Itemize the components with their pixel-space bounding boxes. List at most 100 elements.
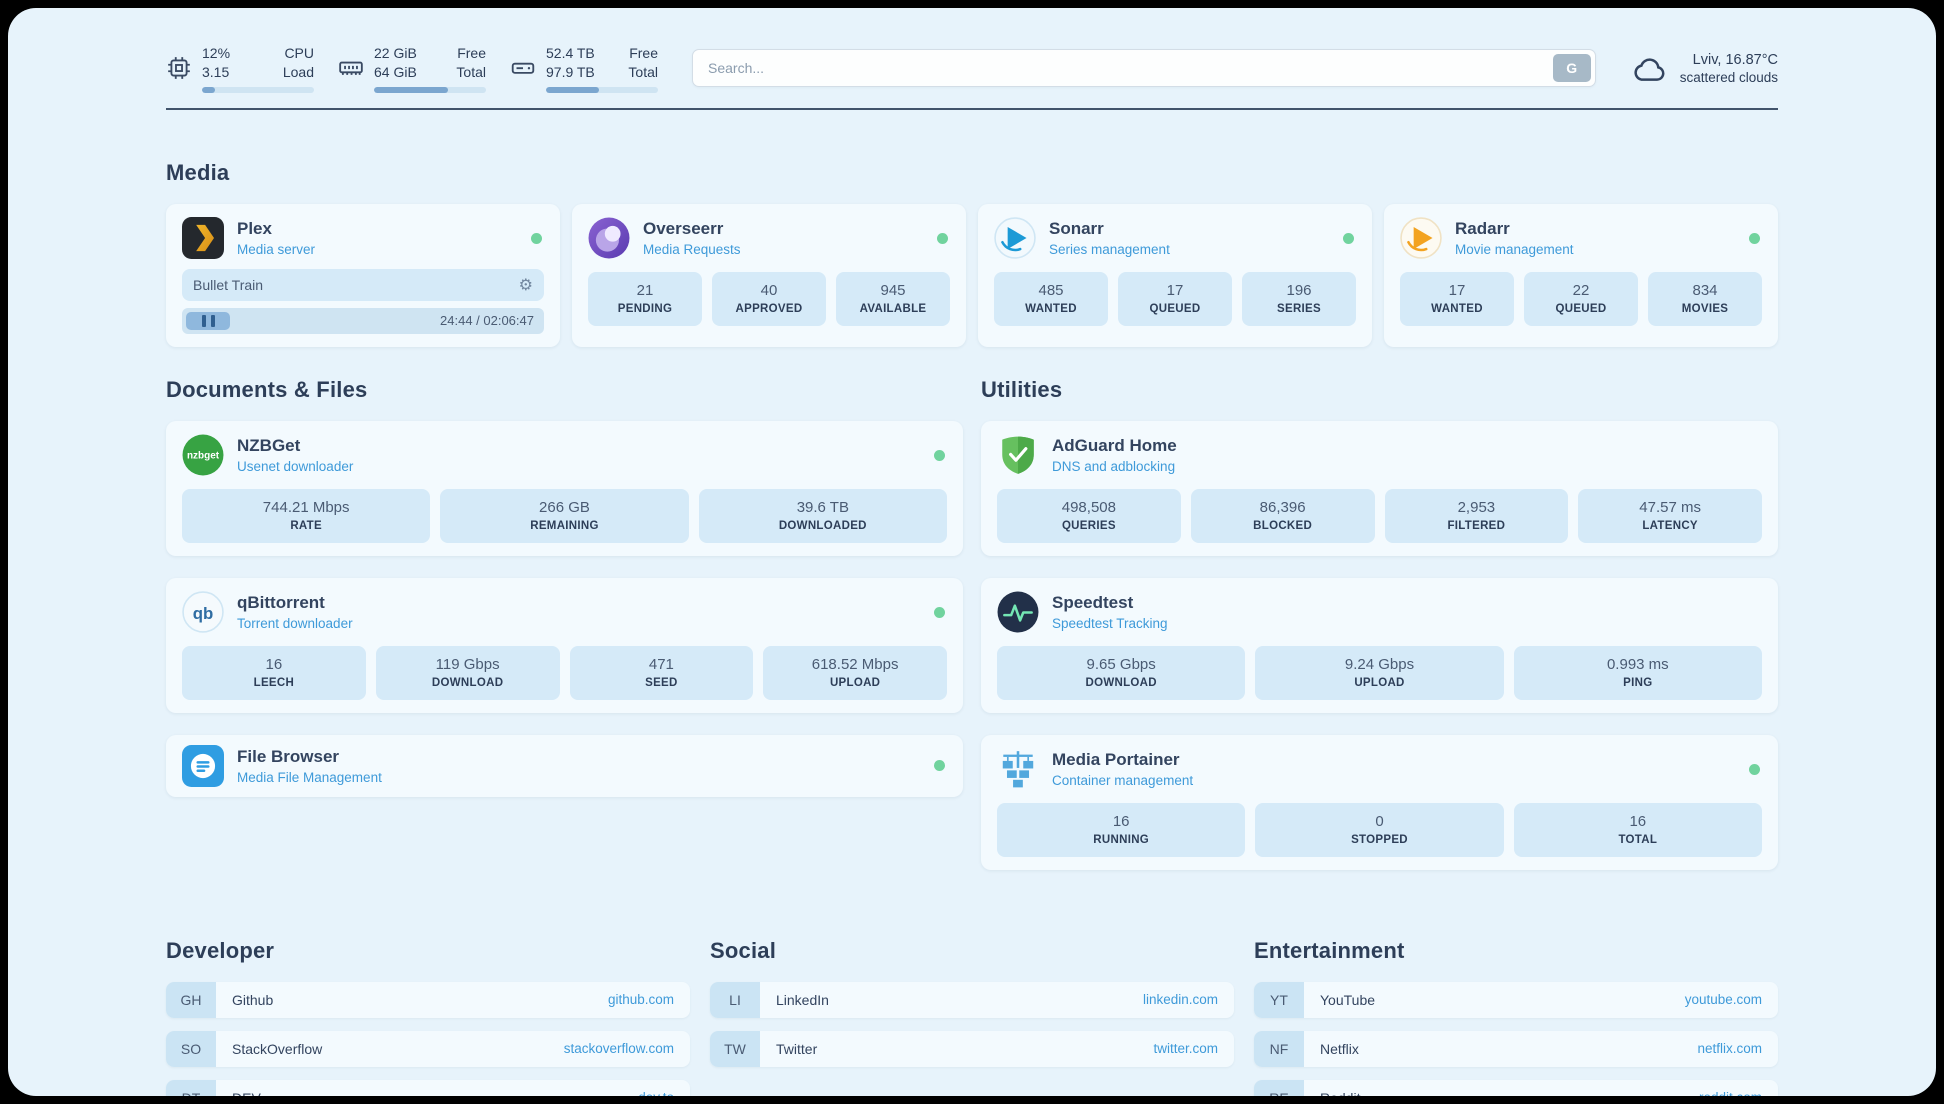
app-card-nzbget[interactable]: nzbget NZBGet Usenet downloader 744.21 M… xyxy=(166,420,963,556)
app-card-radarr[interactable]: Radarr Movie management 17 WANTED 22 QUE… xyxy=(1384,203,1778,347)
app-card-overseerr[interactable]: Overseerr Media Requests 21 PENDING 40 A… xyxy=(572,203,966,347)
bookmark-abbr: LI xyxy=(710,981,760,1018)
app-meta: Media Portainer Container management xyxy=(1052,750,1193,788)
memory-progress-fill xyxy=(374,86,448,93)
bookmark-url[interactable]: netflix.com xyxy=(1697,1041,1762,1057)
bookmark-reddit[interactable]: RE Reddit reddit.com xyxy=(1254,1079,1778,1096)
bookmark-name: Reddit xyxy=(1320,1090,1360,1096)
memory-free: 22 GiB xyxy=(374,45,417,61)
bookmark-group-developer: Developer GH Github github.com SO StackO… xyxy=(166,938,690,1096)
bookmark-name: Netflix xyxy=(1320,1040,1359,1057)
top-bar: 12% 3.15 CPU Load xyxy=(166,44,1778,93)
bookmark-name: DEV xyxy=(232,1090,261,1096)
app-subtitle: DNS and adblocking xyxy=(1052,458,1176,474)
cpu-progress-bar xyxy=(202,86,314,93)
app-subtitle: Torrent downloader xyxy=(237,615,353,631)
app-card-portainer[interactable]: Media Portainer Container management 16 … xyxy=(981,734,1778,870)
weather-location: Lviv, 16.87°C xyxy=(1692,51,1778,68)
status-online-dot xyxy=(1749,232,1760,244)
bookmark-netflix[interactable]: NF Netflix netflix.com xyxy=(1254,1030,1778,1067)
bookmark-url[interactable]: github.com xyxy=(607,992,674,1008)
overseerr-icon xyxy=(588,217,630,259)
stat-box: 39.6 TB DOWNLOADED xyxy=(698,488,947,543)
disk-free: 52.4 TB xyxy=(546,45,595,61)
bookmark-linkedin[interactable]: LI LinkedIn linkedin.com xyxy=(710,981,1234,1018)
memory-icon xyxy=(339,62,363,76)
section-title-utilities: Utilities xyxy=(981,376,1063,402)
bookmark-abbr: YT xyxy=(1254,981,1304,1018)
app-name: Plex xyxy=(237,218,272,238)
status-online-dot xyxy=(531,232,542,244)
bookmark-url[interactable]: linkedin.com xyxy=(1142,992,1218,1008)
disk-labels: Free Total xyxy=(628,44,658,82)
stat-box: 47.57 ms LATENCY xyxy=(1578,488,1762,543)
stat-box: 266 GB REMAINING xyxy=(440,488,689,543)
app-card-plex[interactable]: Plex Media server Bullet Train ⚙ 24:44 /… xyxy=(166,203,560,347)
bookmark-group-entertainment: Entertainment YT YouTube youtube.com NF … xyxy=(1254,938,1778,1096)
app-subtitle: Movie management xyxy=(1455,241,1574,257)
app-subtitle: Series management xyxy=(1049,241,1170,257)
stat-box: 16 LEECH xyxy=(182,645,366,700)
search-input[interactable] xyxy=(692,49,1596,88)
gear-icon[interactable]: ⚙ xyxy=(518,274,533,294)
bookmark-abbr: DT xyxy=(166,1079,216,1096)
app-meta: AdGuard Home DNS and adblocking xyxy=(1052,436,1177,474)
disk-label: Free xyxy=(629,45,658,61)
bookmark-twitter[interactable]: TW Twitter twitter.com xyxy=(710,1030,1234,1067)
stat-box: 16 RUNNING xyxy=(997,802,1246,857)
app-card-qbittorrent[interactable]: qb qBittorrent Torrent downloader 16 LEE… xyxy=(166,577,963,713)
stat-box: 9.65 Gbps DOWNLOAD xyxy=(997,645,1246,700)
search-bar: G xyxy=(692,49,1596,88)
app-meta: Overseerr Media Requests xyxy=(643,219,741,257)
app-name: AdGuard Home xyxy=(1052,435,1177,455)
app-name: Radarr xyxy=(1455,218,1510,238)
now-playing-title: Bullet Train xyxy=(193,276,264,293)
stat-box: 21 PENDING xyxy=(588,271,702,326)
cpu-load: 3.15 xyxy=(202,63,230,80)
app-subtitle: Usenet downloader xyxy=(237,458,354,474)
playback-time: 24:44 / 02:06:47 xyxy=(440,313,534,329)
stat-box: 9.24 Gbps UPLOAD xyxy=(1255,645,1504,700)
pause-button[interactable] xyxy=(186,311,230,330)
app-card-sonarr[interactable]: Sonarr Series management 485 WANTED 17 Q… xyxy=(978,203,1372,347)
memory-values: 22 GiB 64 GiB xyxy=(374,44,417,82)
bookmark-stackoverflow[interactable]: SO StackOverflow stackoverflow.com xyxy=(166,1030,690,1067)
disk-progress-bar xyxy=(546,86,658,93)
app-card-filebrowser[interactable]: File Browser Media File Management xyxy=(166,734,963,797)
bookmark-abbr: RE xyxy=(1254,1079,1304,1096)
disk-icon xyxy=(511,63,535,75)
bookmark-abbr: NF xyxy=(1254,1030,1304,1067)
bookmark-url[interactable]: youtube.com xyxy=(1684,992,1762,1008)
bookmark-abbr: TW xyxy=(710,1030,760,1067)
status-online-dot xyxy=(934,760,945,772)
app-meta: Plex Media server xyxy=(237,219,315,257)
bookmark-youtube[interactable]: YT YouTube youtube.com xyxy=(1254,981,1778,1018)
status-online-dot xyxy=(934,606,945,618)
weather-text: Lviv, 16.87°C scattered clouds xyxy=(1680,52,1778,85)
section-title-developer: Developer xyxy=(166,937,275,963)
adguard-icon xyxy=(1002,436,1034,474)
bookmark-dev[interactable]: DT DEV dev.to xyxy=(166,1079,690,1096)
section-title-media: Media xyxy=(166,159,230,185)
stat-box: 196 SERIES xyxy=(1242,271,1356,326)
app-card-adguard[interactable]: AdGuard Home DNS and adblocking 498,508 … xyxy=(981,420,1778,556)
disk-sublabel: Total xyxy=(628,63,658,80)
app-name: qBittorrent xyxy=(237,592,325,612)
search-provider-button[interactable]: G xyxy=(1552,54,1591,83)
stat-box: 485 WANTED xyxy=(994,271,1108,326)
cpu-usage: 12% xyxy=(202,45,231,61)
bookmark-github[interactable]: GH Github github.com xyxy=(166,981,690,1018)
bookmark-url[interactable]: dev.to xyxy=(638,1090,674,1096)
app-meta: qBittorrent Torrent downloader xyxy=(237,593,353,631)
cpu-icon xyxy=(168,57,190,80)
bookmark-url[interactable]: stackoverflow.com xyxy=(563,1041,674,1057)
app-card-speedtest[interactable]: Speedtest Speedtest Tracking 9.65 Gbps D… xyxy=(981,577,1778,713)
memory-total: 64 GiB xyxy=(374,63,417,80)
status-online-dot xyxy=(1749,763,1760,775)
stat-box: 744.21 Mbps RATE xyxy=(182,488,431,543)
app-name: NZBGet xyxy=(237,435,301,455)
bookmark-url[interactable]: reddit.com xyxy=(1699,1090,1762,1096)
bookmark-url[interactable]: twitter.com xyxy=(1153,1041,1218,1057)
memory-progress-bar xyxy=(374,86,486,93)
stat-box: 40 APPROVED xyxy=(712,271,826,326)
